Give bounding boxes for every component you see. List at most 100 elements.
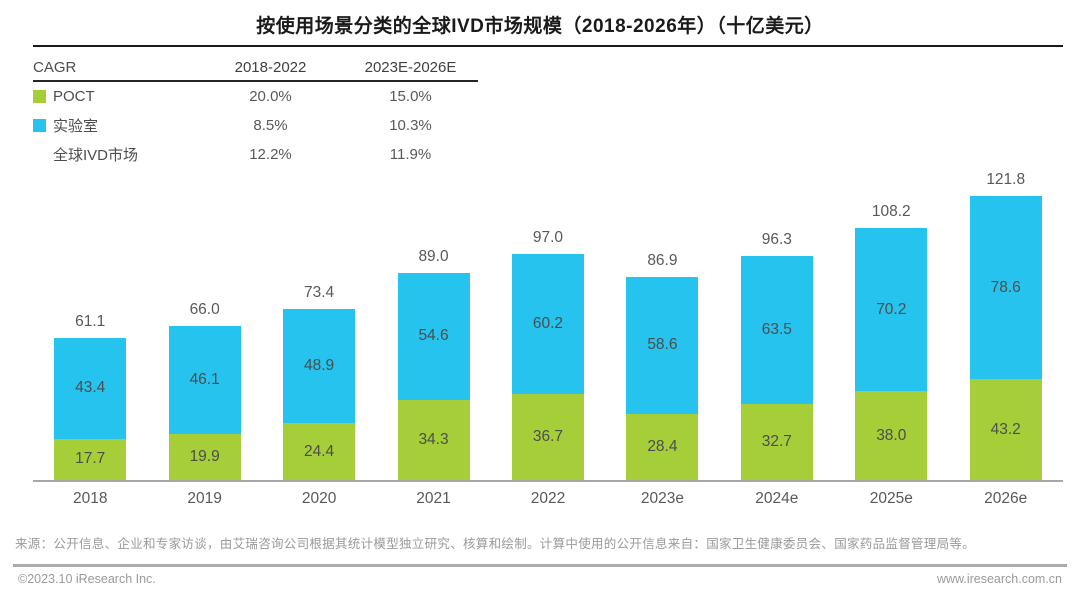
lab-label: 实验室 bbox=[53, 118, 99, 135]
实验室-segment: 54.6 bbox=[397, 272, 470, 401]
total-value-label: 61.1 bbox=[75, 312, 106, 330]
bar-column-2021: 89.0 54.6 34.3 bbox=[376, 248, 490, 480]
实验室-segment: 58.6 bbox=[626, 277, 699, 414]
bar-stack: 54.6 34.3 bbox=[397, 272, 470, 480]
bar-stack: 48.9 24.4 bbox=[283, 309, 356, 480]
copyright-text: ©2023.10 iResearch Inc. bbox=[18, 572, 156, 586]
poct-label: POCT bbox=[53, 88, 95, 105]
total-value-label: 73.4 bbox=[304, 284, 335, 302]
segment-value-label: 36.7 bbox=[532, 428, 564, 446]
cagr-header-2023e-2026e: 2023E-2026E bbox=[364, 59, 457, 76]
global-cagr-2023e-2026e: 11.9% bbox=[389, 146, 432, 163]
segment-value-label: 19.9 bbox=[189, 447, 220, 465]
bar-stack: 63.5 32.7 bbox=[740, 255, 813, 480]
bar-column-2018: 61.1 43.4 17.7 bbox=[33, 313, 147, 480]
footer-bar: ©2023.10 iResearch Inc. www.iresearch.co… bbox=[13, 564, 1067, 591]
cagr-row-lab-label-cell: 实验室 bbox=[33, 115, 198, 136]
cagr-row-global-ivd: 全球IVD市场 12.2% 11.9% bbox=[33, 140, 478, 169]
segment-value-label: 48.9 bbox=[304, 357, 335, 375]
bar-column-2026e: 121.8 78.6 43.2 bbox=[949, 171, 1063, 480]
cagr-header-2018-2022: 2018-2022 bbox=[234, 59, 307, 76]
POCT-segment: 17.7 bbox=[54, 438, 127, 480]
bar-column-2025e: 108.2 70.2 38.0 bbox=[834, 203, 948, 480]
POCT-segment: 24.4 bbox=[283, 423, 356, 480]
segment-value-label: 70.2 bbox=[876, 300, 907, 318]
segment-value-label: 28.4 bbox=[647, 437, 678, 455]
bar-stack: 60.2 36.7 bbox=[511, 254, 584, 480]
segment-value-label: 78.6 bbox=[990, 278, 1021, 296]
实验室-segment: 60.2 bbox=[511, 254, 584, 395]
segment-value-label: 17.7 bbox=[75, 450, 106, 468]
bar-stack: 46.1 19.9 bbox=[168, 326, 241, 480]
segment-value-label: 43.4 bbox=[75, 379, 106, 397]
poct-cagr-2023e-2026e: 15.0% bbox=[389, 88, 432, 105]
bar-stack: 58.6 28.4 bbox=[626, 277, 699, 480]
empty-swatch-spacer bbox=[33, 148, 46, 161]
segment-value-label: 46.1 bbox=[189, 370, 220, 388]
cagr-header-label: CAGR bbox=[33, 59, 77, 76]
poct-cagr-2018-2022: 20.0% bbox=[249, 88, 292, 105]
x-axis-label-2018: 2018 bbox=[72, 490, 108, 507]
x-axis-label-2022: 2022 bbox=[530, 490, 566, 507]
x-axis-label-2023e: 2023e bbox=[640, 490, 684, 507]
bar-column-2019: 66.0 46.1 19.9 bbox=[147, 301, 261, 480]
title-block: 按使用场景分类的全球IVD市场规模（2018-2026年）（十亿美元） bbox=[0, 0, 1080, 47]
total-value-label: 121.8 bbox=[986, 171, 1026, 189]
bar-column-2022: 97.0 60.2 36.7 bbox=[491, 229, 605, 480]
实验室-segment: 63.5 bbox=[740, 255, 813, 404]
cagr-row-poct: POCT 20.0% 15.0% bbox=[33, 82, 478, 111]
POCT-segment: 38.0 bbox=[855, 391, 928, 480]
x-axis-label-2026e: 2026e bbox=[984, 490, 1028, 507]
title-underline bbox=[33, 45, 1063, 47]
POCT-segment: 36.7 bbox=[511, 394, 584, 480]
cagr-row-poct-label-cell: POCT bbox=[33, 88, 198, 105]
lab-legend-swatch-icon bbox=[33, 119, 46, 132]
bar-column-2020: 73.4 48.9 24.4 bbox=[262, 284, 376, 480]
cagr-row-lab: 实验室 8.5% 10.3% bbox=[33, 111, 478, 140]
segment-value-label: 60.2 bbox=[532, 315, 564, 333]
segment-value-label: 58.6 bbox=[647, 336, 678, 354]
stacked-bar-chart: 61.1 43.4 17.7 66.0 46.1 19.9 73.4 48.9 24.4 89.0… bbox=[33, 169, 1063, 508]
x-axis-label-2021: 2021 bbox=[416, 490, 451, 507]
lab-cagr-2023e-2026e: 10.3% bbox=[389, 117, 432, 134]
total-value-label: 108.2 bbox=[871, 202, 911, 220]
bars-row: 61.1 43.4 17.7 66.0 46.1 19.9 73.4 48.9 24.4 89.0… bbox=[33, 169, 1063, 480]
POCT-segment: 32.7 bbox=[740, 403, 813, 480]
POCT-segment: 28.4 bbox=[626, 413, 699, 480]
bar-column-2023e: 86.9 58.6 28.4 bbox=[605, 252, 719, 480]
POCT-segment: 19.9 bbox=[168, 433, 241, 480]
source-note: 来源：公开信息、企业和专家访谈，由艾瑞咨询公司根据其统计模型独立研究、核算和绘制… bbox=[15, 537, 976, 551]
x-axis-label-2025e: 2025e bbox=[869, 490, 913, 507]
x-axis-label-2020: 2020 bbox=[301, 490, 337, 507]
poct-legend-swatch-icon bbox=[33, 90, 46, 103]
total-value-label: 86.9 bbox=[647, 252, 678, 270]
total-value-label: 96.3 bbox=[761, 230, 792, 248]
total-value-label: 89.0 bbox=[418, 247, 449, 265]
POCT-segment: 34.3 bbox=[397, 400, 470, 480]
x-axis-labels-row: 2018 2019 2020 2021 2022 2023e 2024e 2025e 2026e bbox=[33, 482, 1063, 508]
global-cagr-2018-2022: 12.2% bbox=[249, 146, 292, 163]
x-axis-line bbox=[33, 480, 1063, 482]
bar-column-2024e: 96.3 63.5 32.7 bbox=[720, 231, 834, 480]
segment-value-label: 32.7 bbox=[761, 432, 792, 450]
segment-value-label: 43.2 bbox=[990, 420, 1021, 438]
segment-value-label: 34.3 bbox=[418, 431, 449, 449]
实验室-segment: 46.1 bbox=[168, 326, 241, 434]
POCT-segment: 43.2 bbox=[969, 379, 1042, 480]
bar-stack: 43.4 17.7 bbox=[54, 337, 127, 480]
total-value-label: 66.0 bbox=[189, 301, 220, 319]
lab-cagr-2018-2022: 8.5% bbox=[253, 117, 288, 134]
segment-value-label: 38.0 bbox=[876, 426, 907, 444]
实验室-segment: 78.6 bbox=[969, 196, 1042, 380]
segment-value-label: 54.6 bbox=[418, 327, 449, 345]
segment-value-label: 63.5 bbox=[761, 320, 792, 338]
实验室-segment: 43.4 bbox=[54, 337, 127, 439]
cagr-table: CAGR 2018-2022 2023E-2026E POCT 20.0% 15… bbox=[33, 55, 478, 169]
实验室-segment: 48.9 bbox=[283, 309, 356, 424]
x-axis-label-2019: 2019 bbox=[187, 490, 222, 507]
page-title: 按使用场景分类的全球IVD市场规模（2018-2026年）（十亿美元） bbox=[256, 16, 824, 37]
segment-value-label: 24.4 bbox=[304, 442, 335, 460]
bar-stack: 78.6 43.2 bbox=[969, 196, 1042, 480]
bar-stack: 70.2 38.0 bbox=[855, 227, 928, 480]
